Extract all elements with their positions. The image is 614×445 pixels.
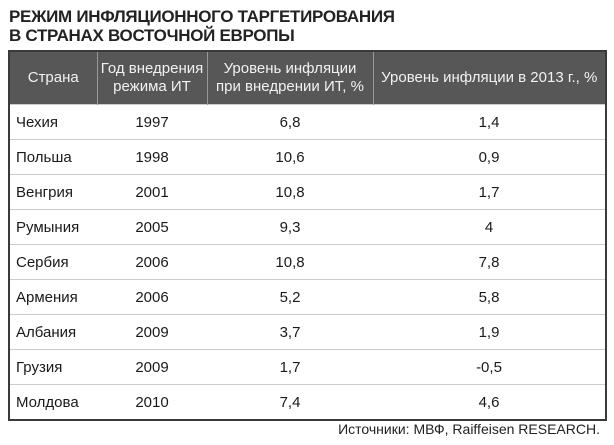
table-row: Молдова 2010 7,4 4,6	[9, 384, 606, 420]
cell-inflation-at-adoption: 9,3	[207, 209, 373, 245]
cell-inflation-at-adoption: 10,6	[207, 139, 373, 175]
table-row: Грузия 2009 1,7 -0,5	[9, 349, 606, 385]
cell-year: 2009	[97, 349, 207, 385]
cell-inflation-at-adoption: 10,8	[207, 244, 373, 280]
cell-year: 2006	[97, 244, 207, 280]
cell-year: 2009	[97, 314, 207, 350]
cell-country: Албания	[9, 314, 97, 350]
table-title: РЕЖИМ ИНФЛЯЦИОННОГО ТАРГЕТИРОВАНИЯ В СТР…	[9, 7, 395, 45]
cell-inflation-at-adoption: 1,7	[207, 349, 373, 385]
table-row: Румыния 2005 9,3 4	[9, 209, 606, 245]
cell-inflation-2013: 1,9	[373, 314, 606, 350]
table-row: Сербия 2006 10,8 7,8	[9, 244, 606, 280]
cell-country: Армения	[9, 279, 97, 315]
table-row: Армения 2006 5,2 5,8	[9, 279, 606, 315]
cell-inflation-at-adoption: 7,4	[207, 384, 373, 420]
cell-inflation-2013: -0,5	[373, 349, 606, 385]
header-row: Страна Год внедрения режима ИТ Уровень и…	[9, 51, 606, 105]
cell-year: 2010	[97, 384, 207, 420]
cell-country: Румыния	[9, 209, 97, 245]
table-row: Чехия 1997 6,8 1,4	[9, 104, 606, 140]
cell-country: Венгрия	[9, 174, 97, 210]
table-row: Албания 2009 3,7 1,9	[9, 314, 606, 350]
table-row: Польша 1998 10,6 0,9	[9, 139, 606, 175]
cell-country: Молдова	[9, 384, 97, 420]
cell-year: 2005	[97, 209, 207, 245]
header-inflation-at-adoption: Уровень инфляции при внедрении ИТ, %	[206, 51, 373, 105]
cell-inflation-2013: 1,4	[373, 104, 606, 140]
header-year: Год внедрения режима ИТ	[96, 51, 207, 105]
cell-inflation-at-adoption: 6,8	[207, 104, 373, 140]
title-line-2: В СТРАНАХ ВОСТОЧНОЙ ЕВРОПЫ	[9, 26, 295, 45]
inflation-targeting-table: Страна Год внедрения режима ИТ Уровень и…	[8, 50, 607, 421]
header-country: Страна	[9, 51, 97, 105]
cell-inflation-2013: 4	[373, 209, 606, 245]
source-note: Источники: МВФ, Raiffeisen RESEARCH.	[338, 421, 600, 437]
table-row: Венгрия 2001 10,8 1,7	[9, 174, 606, 210]
cell-inflation-at-adoption: 3,7	[207, 314, 373, 350]
cell-year: 2001	[97, 174, 207, 210]
cell-year: 1997	[97, 104, 207, 140]
cell-inflation-2013: 7,8	[373, 244, 606, 280]
cell-inflation-2013: 4,6	[373, 384, 606, 420]
cell-year: 1998	[97, 139, 207, 175]
cell-country: Чехия	[9, 104, 97, 140]
cell-country: Польша	[9, 139, 97, 175]
cell-year: 2006	[97, 279, 207, 315]
cell-country: Сербия	[9, 244, 97, 280]
cell-inflation-2013: 5,8	[373, 279, 606, 315]
cell-inflation-2013: 0,9	[373, 139, 606, 175]
title-line-1: РЕЖИМ ИНФЛЯЦИОННОГО ТАРГЕТИРОВАНИЯ	[9, 7, 395, 26]
cell-country: Грузия	[9, 349, 97, 385]
cell-inflation-2013: 1,7	[373, 174, 606, 210]
cell-inflation-at-adoption: 10,8	[207, 174, 373, 210]
cell-inflation-at-adoption: 5,2	[207, 279, 373, 315]
header-inflation-2013: Уровень инфляции в 2013 г., %	[372, 51, 606, 105]
